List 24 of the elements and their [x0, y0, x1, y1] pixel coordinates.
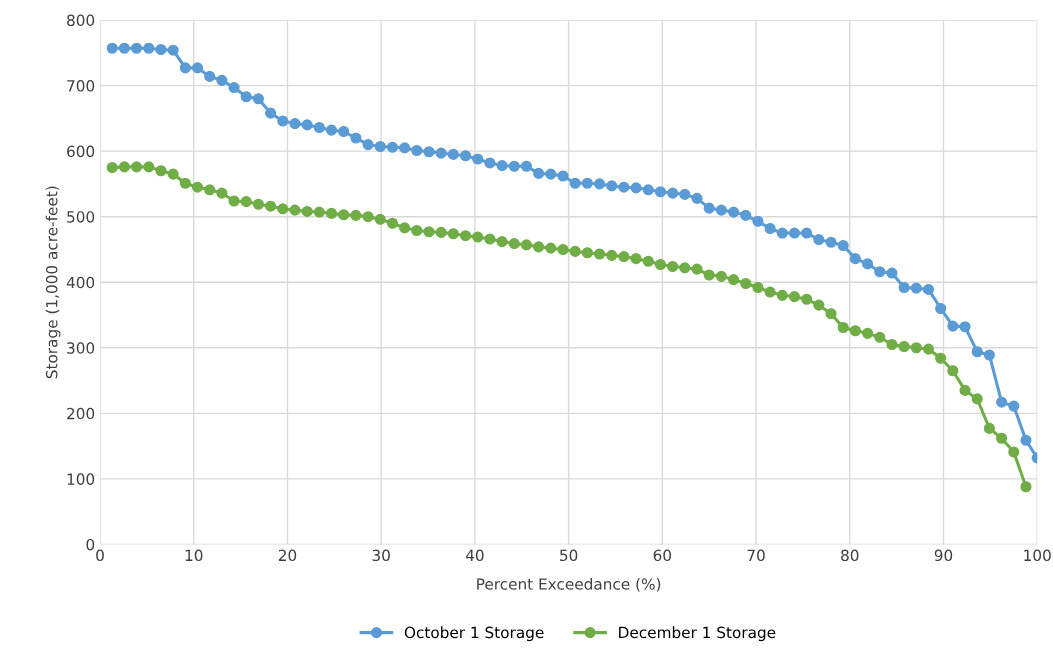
y-tick-label: 700	[67, 80, 95, 92]
x-tick-label: 60	[653, 549, 672, 562]
x-tick-label: 80	[841, 549, 859, 562]
legend-label: October 1 Storage	[404, 626, 544, 642]
x-axis-title: Percent Exceedance (%)	[477, 577, 661, 592]
x-tick-label: 90	[934, 549, 953, 562]
y-tick-label: 0	[86, 538, 95, 551]
x-tick-label: 20	[278, 549, 297, 562]
y-tick-label: 800	[67, 14, 95, 27]
x-tick-label: 100	[1024, 549, 1051, 562]
y-axis-title: Storage (1,000 acre-feet)	[45, 186, 61, 379]
x-tick-label: 0	[96, 549, 104, 562]
y-tick-label: 400	[66, 276, 95, 289]
y-tick-label: 300	[67, 342, 95, 354]
x-tick-label: 70	[747, 549, 765, 562]
y-tick-label: 500	[67, 211, 95, 223]
y-tick-label: 600	[67, 145, 95, 158]
legend-label: December 1 Storage	[619, 626, 776, 642]
x-tick-label: 30	[372, 549, 390, 562]
x-tick-label: 10	[185, 549, 203, 562]
x-tick-label: 40	[465, 549, 484, 562]
y-tick-label: 200	[67, 407, 95, 420]
x-tick-label: 50	[560, 549, 578, 562]
y-tick-label: 100	[67, 473, 95, 485]
